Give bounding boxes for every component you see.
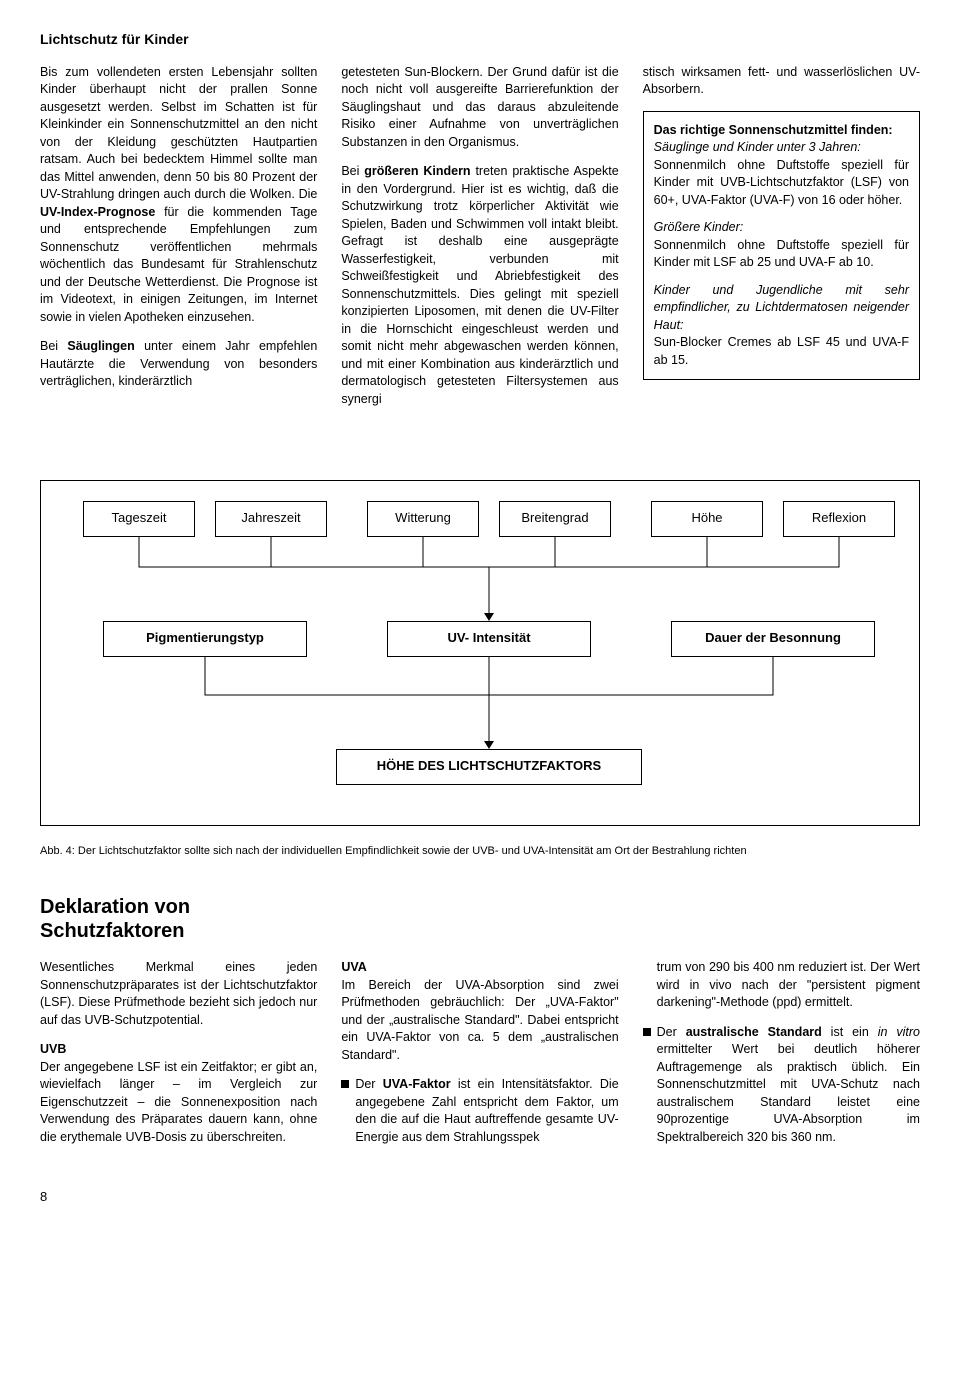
uvb-heading: UVB xyxy=(40,1042,66,1056)
col2-para2: Bei größeren Kindern treten praktische A… xyxy=(341,163,618,408)
box-group3-text: Sun-Blocker Cremes ab LSF 45 und UVA-F a… xyxy=(654,335,909,367)
col1-para1: Bis zum vollendeten ersten Lebensjahr so… xyxy=(40,64,317,327)
diagram-node-uvint: UV- Intensität xyxy=(387,621,591,657)
heading-lichtschutz: Lichtschutz für Kinder xyxy=(40,30,920,50)
section2-columns: Wesentliches Merkmal eines jeden Sonnens… xyxy=(40,959,920,1158)
box-group2-label: Größere Kinder: xyxy=(654,220,744,234)
bullet-uva-faktor: Der UVA-Faktor ist ein Intensitätsfaktor… xyxy=(341,1076,618,1146)
diagram-node-result: HÖHE DES LICHTSCHUTZFAKTORS xyxy=(336,749,642,785)
s2-col2: UVA Im Bereich der UVA-Absorption sind z… xyxy=(341,959,618,1158)
s2-col1: Wesentliches Merkmal eines jeden Sonnens… xyxy=(40,959,317,1158)
s2c2-p1: Im Bereich der UVA-Absorption sind zwei … xyxy=(341,977,618,1065)
col2-para1: getesteten Sun-Blockern. Der Grund dafür… xyxy=(341,64,618,152)
diagram-container: Tageszeit Jahreszeit Witterung Breitengrad H… xyxy=(40,480,920,826)
diagram-node-jahreszeit: Jahreszeit xyxy=(215,501,327,537)
diagram-node-tageszeit: Tageszeit xyxy=(83,501,195,537)
s2-col3: trum von 290 bis 400 nm reduziert ist. D… xyxy=(643,959,920,1158)
heading-deklaration: Deklaration vonSchutzfaktoren xyxy=(40,895,920,943)
col1-para2: Bei Säuglingen unter einem Jahr empfehle… xyxy=(40,338,317,391)
page-number: 8 xyxy=(40,1188,920,1206)
figure-caption: Abb. 4: Der Lichtschutzfaktor sollte sic… xyxy=(40,844,920,859)
diagram-node-dauer: Dauer der Besonnung xyxy=(671,621,875,657)
box-group1-label: Säuglinge und Kinder unter 3 Jahren: xyxy=(654,140,861,154)
s2c3-p1: trum von 290 bis 400 nm reduziert ist. D… xyxy=(643,959,920,1012)
box-group1-text: Sonnenmilch ohne Duftstoffe speziell für… xyxy=(654,158,909,207)
square-bullet-icon xyxy=(341,1080,349,1088)
diagram-node-witterung: Witterung xyxy=(367,501,479,537)
recommendation-box: Das richtige Sonnenschutzmittel finden: … xyxy=(643,111,920,381)
s2c1-p2: Der angegebene LSF ist ein Zeitfaktor; e… xyxy=(40,1059,317,1147)
uva-heading: UVA xyxy=(341,960,366,974)
diagram-node-hoehe: Höhe xyxy=(651,501,763,537)
flowchart: Tageszeit Jahreszeit Witterung Breitengrad H… xyxy=(61,501,899,801)
diagram-node-pigment: Pigmentierungstyp xyxy=(103,621,307,657)
diagram-node-breitengrad: Breitengrad xyxy=(499,501,611,537)
box-heading: Das richtige Sonnenschutzmittel finden: xyxy=(654,123,893,137)
square-bullet-icon xyxy=(643,1028,651,1036)
col2: getesteten Sun-Blockern. Der Grund dafür… xyxy=(341,64,618,421)
s2c1-p1: Wesentliches Merkmal eines jeden Sonnens… xyxy=(40,959,317,1029)
bullet-aus-standard: Der australische Standard ist ein in vit… xyxy=(643,1024,920,1147)
diagram-node-reflexion: Reflexion xyxy=(783,501,895,537)
col3-top: stisch wirksamen fett- und wasserlöslich… xyxy=(643,64,920,99)
col1: Bis zum vollendeten ersten Lebensjahr so… xyxy=(40,64,317,421)
box-group2-text: Sonnenmilch ohne Duftstoffe speziell für… xyxy=(654,238,909,270)
section1-columns: Bis zum vollendeten ersten Lebensjahr so… xyxy=(40,64,920,421)
col3: stisch wirksamen fett- und wasserlöslich… xyxy=(643,64,920,421)
box-group3-label: Kinder und Jugendliche mit sehr empfindl… xyxy=(654,283,909,332)
